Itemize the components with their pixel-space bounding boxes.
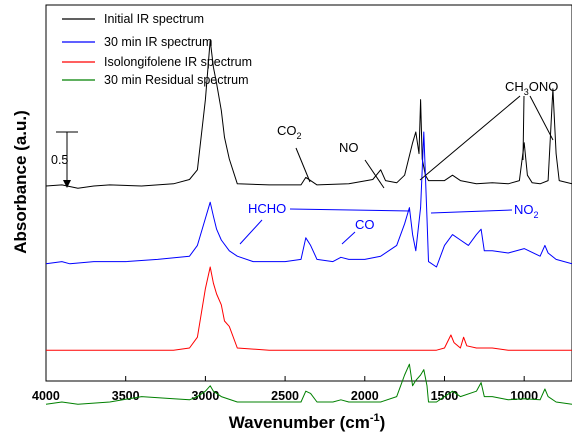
annotation-no2-arrow xyxy=(430,209,513,214)
annotation-hcho-arrow xyxy=(239,219,263,245)
annotation-co-30min: CO xyxy=(355,217,375,232)
legend-label-initial: Initial IR spectrum xyxy=(104,12,204,26)
annotation-ch3ono-text: CH xyxy=(505,79,524,94)
scale-bar-arrowhead xyxy=(63,180,71,188)
x-axis-label-sup: -1 xyxy=(370,412,380,424)
plot-frame xyxy=(45,4,572,382)
x-axis-label-text: Wavenumber (cm xyxy=(229,413,370,432)
annotation-ch3ono-arrow-2 xyxy=(522,95,525,161)
annotation-hcho: HCHO xyxy=(248,201,286,216)
y-axis-label: Absorbance (a.u.) xyxy=(11,110,30,254)
scale-bar: 0.5 xyxy=(51,131,78,188)
annotation-co2-initial-text: CO xyxy=(277,123,297,138)
scale-bar-label: 0.5 xyxy=(51,153,68,167)
annotations-initial: CO2 NO CH3ONO xyxy=(277,79,558,189)
legend: Initial IR spectrum 30 min IR spectrum I… xyxy=(62,12,252,87)
annotation-no-initial: NO xyxy=(339,140,359,155)
series-residual-line xyxy=(45,363,572,405)
annotation-ch3ono: CH3ONO xyxy=(505,79,558,97)
legend-label-30min: 30 min IR spectrum xyxy=(104,35,212,49)
annotations-30min: HCHO CO NO2 xyxy=(239,201,539,245)
annotation-no2-30min-text: NO xyxy=(514,202,534,217)
series-30min-line xyxy=(45,131,572,268)
annotation-co2-initial: CO2 xyxy=(277,123,302,141)
x-tick-label: 1000 xyxy=(510,389,538,403)
series-isolongifolene-line xyxy=(46,266,572,351)
annotation-no2-30min-sub: 2 xyxy=(534,210,539,220)
annotation-co2-initial-sub: 2 xyxy=(297,131,302,141)
x-axis-label: Wavenumber (cm-1) xyxy=(229,412,386,432)
x-tick-label: 4000 xyxy=(32,389,60,403)
x-tick-label: 2000 xyxy=(351,389,379,403)
x-axis-label-close: ) xyxy=(380,413,386,432)
annotation-ch3ono-tail: ONO xyxy=(529,79,559,94)
x-tick-label: 2500 xyxy=(271,389,299,403)
x-tick-label: 3000 xyxy=(191,389,219,403)
x-axis-ticks: 4000 3500 3000 2500 2000 1500 1000 xyxy=(32,376,538,403)
annotation-no2-30min: NO2 xyxy=(514,202,539,220)
legend-label-residual: 30 min Residual spectrum xyxy=(104,73,249,87)
annotation-ch3ono-sub: 3 xyxy=(524,87,529,97)
series-layer xyxy=(45,39,572,405)
annotation-co-arrow xyxy=(341,231,356,245)
annotation-no-arrow xyxy=(364,159,385,189)
annotation-co2-arrow xyxy=(295,147,311,183)
x-tick-label: 3500 xyxy=(112,389,140,403)
legend-label-isolongifolene: Isolongifolene IR spectrum xyxy=(104,55,252,69)
annotation-hcho-line xyxy=(289,208,411,212)
annotation-ch3ono-arrow-1 xyxy=(419,95,521,181)
annotation-ch3ono-arrow-3 xyxy=(529,95,554,141)
